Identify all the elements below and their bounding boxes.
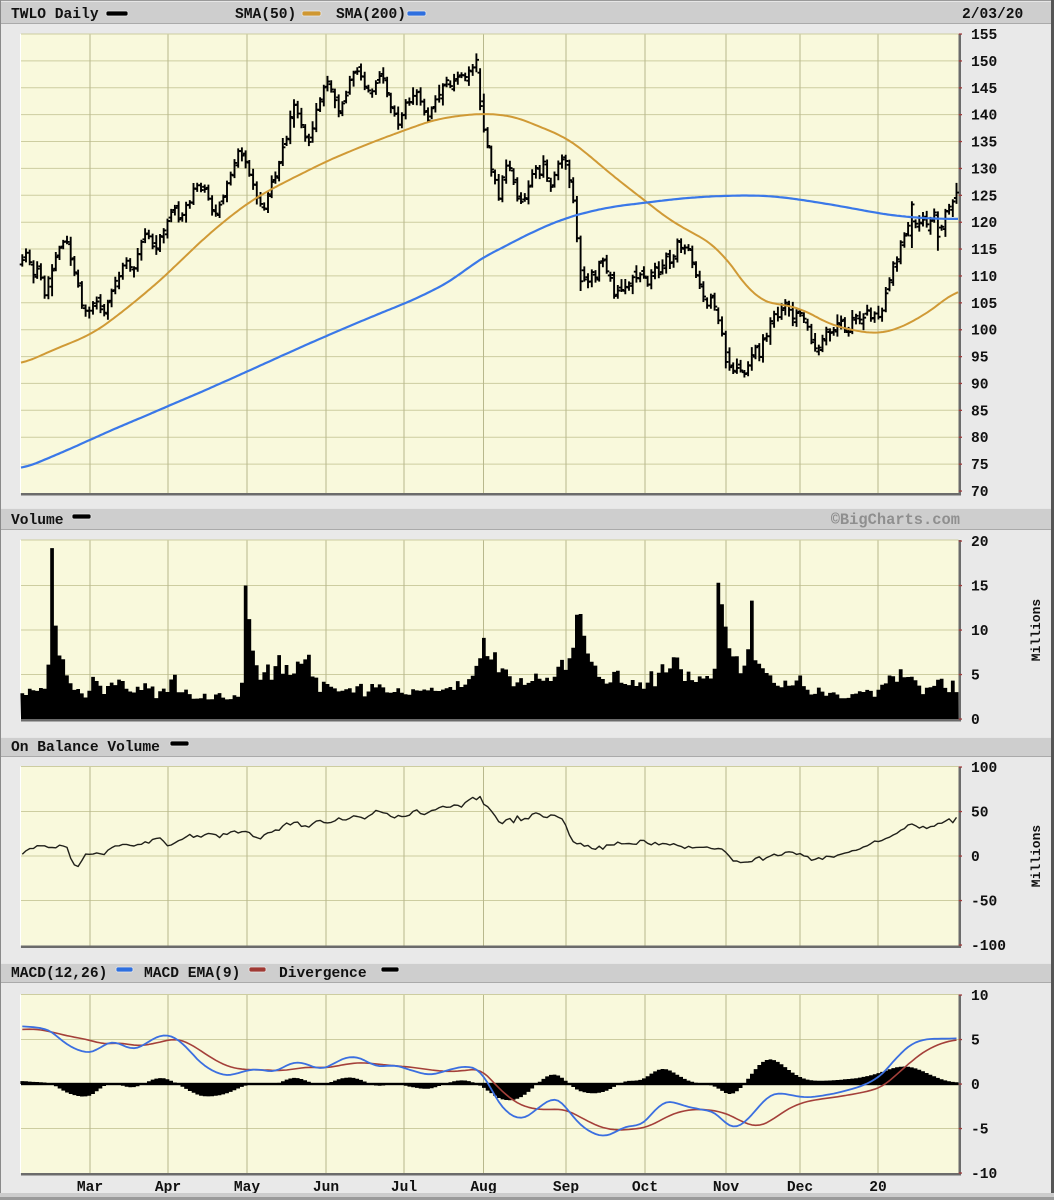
svg-text:150: 150 [971, 55, 997, 71]
svg-text:Dec: Dec [787, 1180, 813, 1196]
svg-text:Volume: Volume [11, 513, 64, 529]
svg-text:120: 120 [971, 216, 997, 232]
svg-text:Oct: Oct [632, 1180, 658, 1196]
svg-text:0: 0 [971, 850, 980, 866]
svg-text:140: 140 [971, 109, 997, 125]
svg-text:50: 50 [971, 806, 989, 822]
svg-text:10: 10 [971, 989, 989, 1005]
svg-text:130: 130 [971, 162, 997, 178]
svg-text:On Balance Volume: On Balance Volume [11, 740, 160, 756]
svg-text:20: 20 [971, 535, 989, 551]
svg-text:Jun: Jun [313, 1180, 339, 1196]
svg-text:75: 75 [971, 458, 989, 474]
svg-text:-100: -100 [971, 939, 1006, 955]
svg-text:Divergence: Divergence [279, 966, 367, 982]
svg-text:Aug: Aug [470, 1180, 496, 1196]
svg-text:125: 125 [971, 189, 997, 205]
svg-text:2/03/20: 2/03/20 [962, 7, 1023, 23]
svg-text:10: 10 [971, 624, 989, 640]
svg-text:5: 5 [971, 669, 980, 685]
svg-text:115: 115 [971, 243, 997, 259]
svg-text:145: 145 [971, 82, 997, 98]
svg-text:Millions: Millions [1029, 825, 1044, 888]
svg-text:0: 0 [971, 713, 980, 729]
svg-text:Millions: Millions [1029, 599, 1044, 662]
svg-text:Sep: Sep [553, 1180, 580, 1196]
svg-text:Jul: Jul [391, 1180, 418, 1196]
svg-text:155: 155 [971, 28, 997, 44]
svg-text:SMA(50): SMA(50) [235, 7, 296, 23]
svg-text:©BigCharts.com: ©BigCharts.com [831, 511, 960, 529]
svg-text:135: 135 [971, 136, 997, 152]
svg-text:85: 85 [971, 404, 989, 420]
svg-text:TWLO Daily: TWLO Daily [11, 7, 99, 23]
svg-text:May: May [234, 1180, 261, 1196]
svg-text:Apr: Apr [155, 1180, 181, 1196]
svg-text:100: 100 [971, 324, 997, 340]
svg-text:-50: -50 [971, 895, 997, 911]
svg-text:20: 20 [869, 1180, 887, 1196]
svg-text:100: 100 [971, 761, 997, 777]
svg-text:Mar: Mar [77, 1180, 103, 1196]
svg-text:110: 110 [971, 270, 997, 286]
svg-text:0: 0 [971, 1078, 980, 1094]
svg-text:-10: -10 [971, 1167, 997, 1183]
svg-text:95: 95 [971, 351, 989, 367]
svg-text:15: 15 [971, 580, 989, 596]
svg-text:MACD(12,26): MACD(12,26) [11, 966, 107, 982]
svg-text:80: 80 [971, 431, 989, 447]
svg-text:5: 5 [971, 1034, 980, 1050]
svg-text:70: 70 [971, 485, 989, 501]
svg-text:SMA(200): SMA(200) [336, 7, 406, 23]
svg-text:90: 90 [971, 377, 989, 393]
svg-text:MACD EMA(9): MACD EMA(9) [144, 966, 240, 982]
svg-text:Nov: Nov [713, 1180, 740, 1196]
svg-text:-5: -5 [971, 1123, 989, 1139]
svg-text:105: 105 [971, 297, 997, 313]
